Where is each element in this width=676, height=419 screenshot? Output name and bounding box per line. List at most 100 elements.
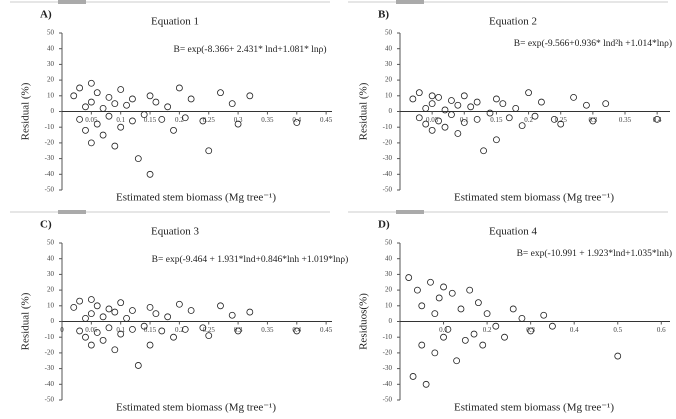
x-tick-label: 0.2 (175, 116, 184, 124)
x-tick-label: 0.3 (588, 116, 597, 124)
point (82, 103, 89, 111)
point (428, 92, 436, 100)
point (499, 100, 507, 108)
point (531, 112, 539, 120)
point (175, 84, 183, 92)
y-tick-label: 50 (385, 239, 393, 247)
y-tick-label: 40 (47, 44, 55, 52)
x-tick-label: 0.15 (490, 116, 503, 124)
point (448, 289, 456, 297)
y-tick-label: -10 (383, 123, 393, 131)
panel-tab (58, 210, 86, 214)
x-tick-label: 0 (60, 326, 64, 334)
y-tick-label: -50 (45, 396, 55, 404)
x-tick-label: 0.25 (555, 116, 568, 124)
y-tick-label: -50 (45, 186, 55, 194)
x-tick-label: 0.4 (653, 116, 662, 124)
point (76, 327, 84, 335)
point (99, 131, 107, 139)
point (76, 115, 84, 123)
point (460, 119, 468, 126)
point (181, 114, 189, 122)
point (480, 147, 487, 155)
point (435, 93, 442, 101)
point (444, 325, 452, 333)
point (93, 302, 101, 310)
point (493, 136, 500, 144)
point (217, 89, 224, 97)
x-tick-label: 0.05 (426, 116, 439, 124)
y-tick-label: 0 (389, 107, 393, 115)
point (146, 170, 154, 178)
equation: B= exp(-10.991 + 1.923*lnd+1.035*lnh) (517, 248, 672, 259)
point (570, 93, 577, 101)
point (422, 104, 430, 112)
point (427, 278, 434, 286)
x-tick-label: 0.2 (524, 116, 533, 124)
point (199, 324, 207, 332)
point (473, 98, 481, 106)
point (441, 123, 449, 131)
point (140, 322, 148, 330)
point (474, 299, 482, 307)
x-axis-label: Estimated stem biomass (Mg tree⁻¹) (454, 402, 614, 414)
x-tick-label: 0.6 (657, 326, 666, 334)
point (527, 327, 535, 335)
point (117, 86, 125, 93)
y-tick-label: -30 (383, 154, 393, 162)
point (70, 92, 78, 100)
point (441, 106, 449, 114)
point (431, 349, 439, 357)
point (117, 330, 125, 338)
point (453, 357, 461, 365)
point (205, 147, 213, 155)
point (199, 117, 207, 125)
point (525, 89, 532, 97)
point (146, 92, 154, 100)
y-tick-label: 0 (51, 107, 55, 115)
point (473, 115, 481, 123)
x-axis-label: Estimated stem biomass (Mg tree⁻¹) (454, 192, 614, 204)
point (76, 297, 84, 305)
point (170, 126, 177, 134)
point (129, 95, 136, 103)
x-tick-label: 0.05 (85, 116, 98, 124)
point (187, 307, 195, 314)
point (414, 286, 421, 294)
point (518, 122, 526, 130)
point (111, 100, 119, 108)
y-tick-label: 10 (385, 91, 393, 99)
point (99, 104, 107, 112)
point (440, 333, 447, 341)
point (418, 341, 426, 349)
y-tick-label: 50 (385, 29, 393, 37)
point (409, 95, 417, 103)
x-tick-label: 0.15 (144, 326, 157, 334)
point (134, 362, 142, 369)
point (518, 314, 526, 322)
point (228, 100, 236, 108)
panel-label: D) (378, 219, 390, 231)
y-axis-label: Residual (%) (20, 82, 32, 140)
point (614, 352, 622, 360)
y-tick-label: 20 (47, 76, 55, 84)
point (129, 117, 136, 125)
panel-tab (396, 0, 424, 4)
y-tick-label: 50 (47, 29, 55, 37)
point (234, 327, 242, 335)
point (422, 120, 430, 128)
point (117, 123, 125, 131)
y-tick-label: 30 (47, 270, 55, 278)
point (460, 92, 468, 100)
y-tick-label: -40 (383, 170, 393, 178)
point (87, 341, 95, 349)
point (492, 322, 500, 330)
point (454, 101, 462, 109)
point (550, 115, 558, 123)
point (428, 126, 436, 134)
panel-tab (396, 210, 424, 214)
point (152, 98, 160, 106)
point (509, 305, 517, 313)
point (486, 109, 494, 117)
y-tick-label: -40 (45, 170, 55, 178)
